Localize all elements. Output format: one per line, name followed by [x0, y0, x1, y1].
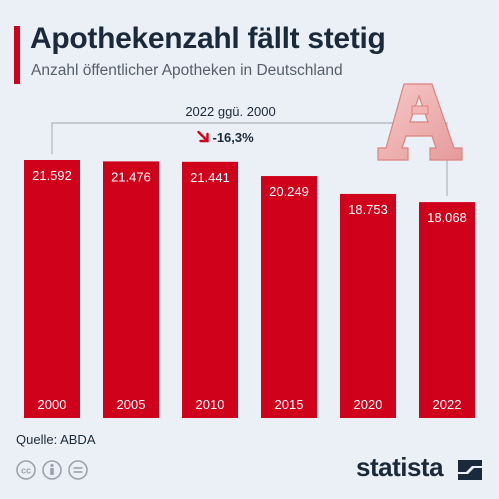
bar-value-label: 20.249 [269, 184, 309, 199]
bar-value-label: 18.068 [427, 210, 467, 225]
category-label: 2010 [196, 397, 225, 412]
license-icons[interactable]: cc [16, 459, 96, 481]
bar [340, 193, 396, 418]
cc-icon: cc [16, 460, 36, 480]
bar [182, 161, 238, 419]
bar-value-label: 21.476 [111, 169, 151, 184]
source-note: Quelle: ABDA [16, 432, 96, 447]
statista-mark-icon [456, 458, 484, 487]
comparison-change-value: -16,3% [213, 130, 255, 145]
bar-value-label: 21.592 [32, 168, 72, 183]
bar-value-label: 18.753 [348, 202, 388, 217]
arrow-down-icon [197, 130, 209, 143]
bar [419, 202, 475, 418]
statista-logo-text[interactable]: statista [356, 452, 444, 482]
equal-icon [68, 460, 88, 480]
chart-title: Apothekenzahl fällt stetig [30, 22, 386, 55]
category-label: 2000 [38, 397, 67, 412]
category-label: 2022 [433, 397, 462, 412]
person-icon [42, 460, 62, 480]
pharmacy-logo-icon [374, 82, 466, 167]
comparison-label: 2022 ggü. 2000 [185, 104, 275, 119]
title-accent-bar [14, 26, 20, 84]
bar [24, 160, 80, 418]
bar-value-label: 21.441 [190, 170, 230, 185]
category-label: 2005 [117, 397, 146, 412]
category-label: 2020 [354, 397, 383, 412]
category-label: 2015 [275, 397, 304, 412]
chart-subtitle: Anzahl öffentlicher Apotheken in Deutsch… [31, 62, 343, 79]
bar [103, 161, 159, 419]
svg-text:cc: cc [21, 466, 31, 476]
bar [261, 176, 317, 418]
